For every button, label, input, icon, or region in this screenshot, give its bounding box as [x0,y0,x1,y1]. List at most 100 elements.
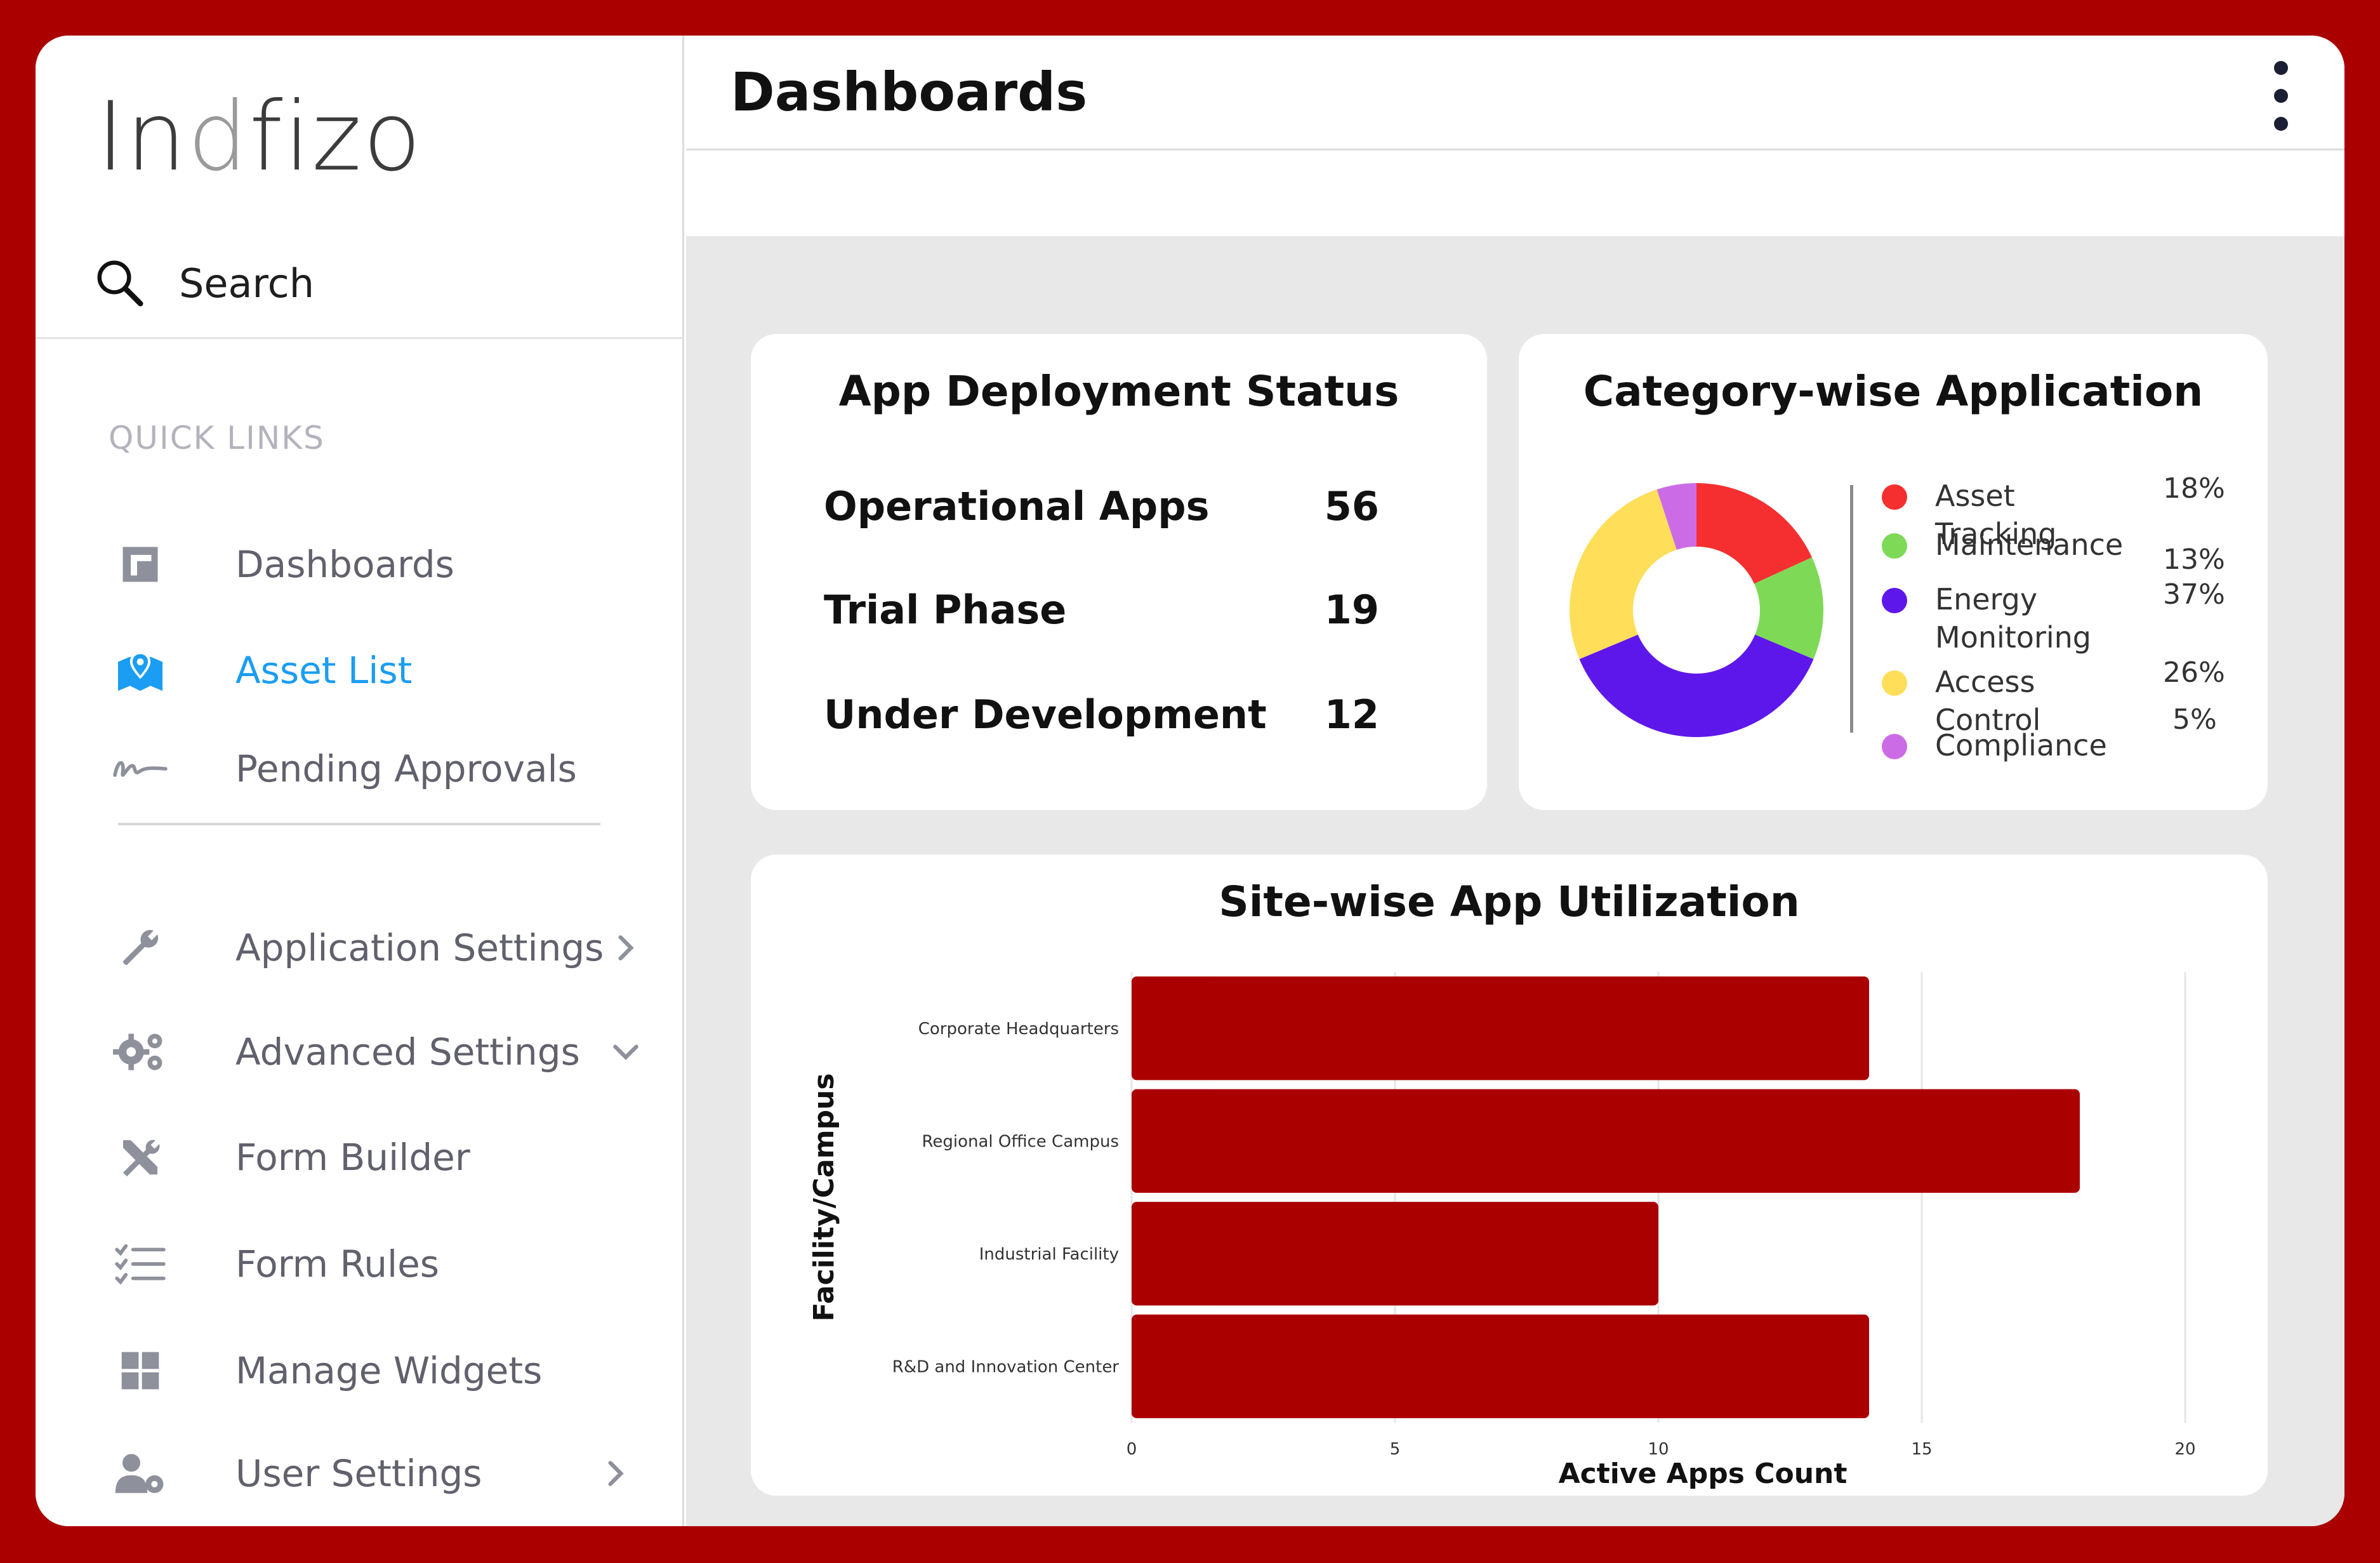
map-pin-icon [109,639,172,702]
deployment-row-value: 56 [1324,483,1379,529]
legend-label: Asset Tracking [1935,479,2057,551]
legend-swatch [1882,484,1907,510]
deployment-row-label: Operational Apps [824,483,1210,529]
legend-percent: 13% [2163,543,2225,576]
bar-industrial-facility[interactable] [1132,1202,1658,1306]
sidebar-item-user-settings[interactable]: User Settings [109,1439,667,1508]
tools-icon [109,1126,172,1189]
deployment-row-value: 19 [1324,587,1379,633]
y-tick-label: Corporate Headquarters [918,1020,1119,1039]
dashboard-content: App Deployment Status Operational Apps 5… [686,236,2344,1526]
card-title: App Deployment Status [838,367,1399,416]
chevron-right-icon [608,1461,624,1486]
search-label: Search [179,260,315,307]
deployment-row-label: Under Development [824,691,1267,738]
legend-percent: 37% [2163,578,2225,611]
donut-slice-energy-monitoring[interactable] [1579,634,1814,737]
sidebar: Indfizo Search QUICK LINKS Dashboards [36,36,684,1526]
sidebar-item-dashboards[interactable]: Dashboards [109,529,667,599]
legend-percent: 5% [2172,703,2217,736]
category-chart-card: Category-wise Application Asset Tracking… [1519,334,2268,810]
page-header: Dashboards [686,36,2344,150]
sidebar-item-label: Form Rules [235,1242,440,1286]
bar-corporate-headquarters[interactable] [1132,976,1869,1081]
sidebar-item-label: Form Builder [235,1136,470,1179]
y-tick-label: R&D and Innovation Center [892,1357,1120,1376]
y-tick-label: Industrial Facility [979,1245,1119,1264]
sidebar-item-advanced-settings[interactable]: Advanced Settings [109,1017,667,1087]
signature-icon [109,737,172,801]
legend-percent: 18% [2163,472,2225,505]
donut-chart [1570,483,1823,737]
legend-swatch [1882,734,1907,759]
legend-label: Maintenance [1935,528,2124,562]
sidebar-item-label: Dashboards [235,543,454,586]
donut-slice-compliance[interactable] [1656,483,1696,550]
card-title: Site-wise App Utilization [1219,877,1800,926]
grid-icon [109,1339,172,1402]
deployment-row: Under Development 12 [824,691,1379,738]
legend-swatch [1882,588,1907,613]
sidebar-item-asset-list[interactable]: Asset List [109,635,667,705]
app-window: Indfizo Search QUICK LINKS Dashboards [36,36,2344,1526]
y-axis-label: Facility/Campus [808,1073,840,1321]
bar-chart: 0 5 10 15 20 Corporate Headquarters Regional O… [808,972,2196,1490]
sidebar-item-label: Advanced Settings [235,1030,580,1074]
sidebar-divider [36,337,684,339]
legend-swatch [1882,670,1907,696]
legend-divider [1850,485,1853,733]
sidebar-item-pending-approvals[interactable]: Pending Approvals [109,734,667,804]
x-axis-label: Active Apps Count [1559,1458,1848,1490]
x-tick-label: 15 [1911,1440,1932,1459]
bar-r-d-and-innovation-center[interactable] [1132,1314,1869,1418]
legend-item-maintenance: Maintenance [1882,526,2145,564]
gears-icon [109,1020,172,1084]
legend-swatch [1882,533,1907,559]
sidebar-item-label: Pending Approvals [235,747,577,790]
sidebar-item-label: Application Settings [235,926,604,969]
card-title: Category-wise Application [1583,367,2204,416]
sub-header-bar [686,150,2344,236]
x-tick-label: 20 [2174,1440,2195,1459]
donut-slice-asset-tracking[interactable] [1696,483,1812,584]
x-tick-label: 0 [1127,1440,1137,1459]
legend-percent: 26% [2163,656,2225,689]
legend-item-energy-monitoring: Energy Monitoring [1882,580,2091,656]
bar-regional-office-campus[interactable] [1132,1089,2080,1193]
legend-label: Access Control [1935,665,2041,737]
more-options-icon[interactable] [2262,61,2300,131]
sidebar-item-form-rules[interactable]: Form Rules [109,1229,667,1299]
chevron-down-icon [613,1044,638,1060]
donut-slice-maintenance[interactable] [1754,557,1823,660]
site-utilization-card: Site-wise App Utilization 0 5 10 15 20 Corpor… [751,855,2268,1496]
sidebar-item-label: Asset List [235,649,413,692]
sidebar-item-label: User Settings [235,1452,482,1495]
page-title: Dashboards [731,61,1088,123]
deployment-status-card: App Deployment Status Operational Apps 5… [751,334,1487,810]
sidebar-item-application-settings[interactable]: Application Settings [109,913,667,983]
deployment-row-label: Trial Phase [824,587,1067,633]
sidebar-item-label: Manage Widgets [235,1349,543,1392]
wrench-icon [109,916,172,980]
quick-links-heading: QUICK LINKS [109,420,325,456]
nav-divider [118,823,600,825]
donut-slice-access-control[interactable] [1570,489,1677,660]
app-logo[interactable]: Indfizo [96,82,423,192]
legend-item-asset-tracking: Asset Tracking [1882,477,2145,553]
search-icon [97,260,143,307]
sidebar-item-form-builder[interactable]: Form Builder [109,1122,667,1192]
checklist-icon [109,1232,172,1296]
y-tick-label: Regional Office Campus [922,1132,1119,1151]
search-button[interactable]: Search [93,245,473,321]
chevron-right-icon [618,935,634,961]
user-gear-icon [109,1442,172,1505]
sidebar-item-manage-widgets[interactable]: Manage Widgets [109,1336,667,1406]
legend-item-access-control: Access Control [1882,663,2145,739]
deployment-row: Operational Apps 56 [824,483,1379,529]
dashboard-square-icon [109,533,172,596]
legend-label: Compliance [1935,728,2107,762]
deployment-row: Trial Phase 19 [824,587,1379,633]
x-tick-label: 10 [1648,1440,1669,1459]
deployment-row-value: 12 [1324,691,1379,738]
x-tick-label: 5 [1390,1440,1401,1459]
